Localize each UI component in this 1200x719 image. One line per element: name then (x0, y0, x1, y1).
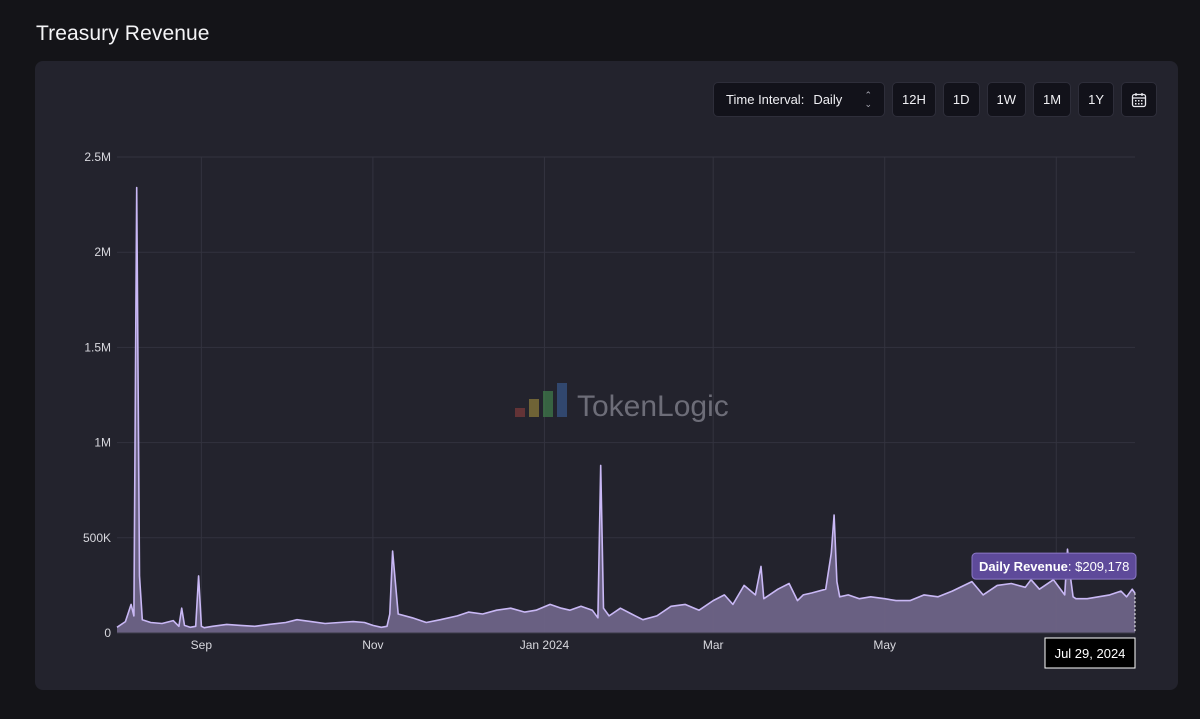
watermark: TokenLogic (515, 383, 729, 423)
tooltip-text: Daily Revenue: $209,178 (979, 559, 1129, 574)
y-tick-label: 2M (94, 245, 111, 259)
tooltip-date-box (1044, 637, 1136, 669)
chevron-up-down-icon: ⌃ ⌄ (864, 90, 873, 109)
tooltip-value: $209,178 (1075, 559, 1129, 574)
y-tick-label: 1M (94, 436, 111, 450)
revenue-line (116, 186, 1136, 629)
x-tick-label: Nov (362, 638, 383, 652)
calendar-button[interactable] (1121, 82, 1157, 117)
watermark-text: TokenLogic (577, 390, 729, 423)
y-tick-label: 0 (104, 626, 111, 640)
y-tick-label: 500K (83, 531, 111, 545)
chart-toolbar: Time Interval: Daily ⌃ ⌄ 12H 1D 1W 1M 1Y (713, 82, 1157, 117)
page-title: Treasury Revenue (36, 22, 210, 45)
x-tick-label: May (873, 638, 896, 652)
y-tick-label: 2.5M (84, 150, 111, 164)
time-interval-value: Daily (813, 92, 843, 107)
bar-logo-icon (515, 383, 567, 417)
x-tick-label: Mar (703, 638, 724, 652)
tooltip-date: Jul 29, 2024 (1055, 646, 1126, 661)
range-button-1m[interactable]: 1M (1033, 82, 1072, 117)
revenue-chart[interactable]: TokenLogic 0 500K 1M 1.5M 2M 2.5M Sep Nov Jan 20… (35, 61, 1178, 690)
calendar-icon (1131, 92, 1147, 107)
x-tick-label: Jan 2024 (520, 638, 570, 652)
range-button-12h[interactable]: 12H (892, 82, 936, 117)
time-interval-select[interactable]: Time Interval: Daily ⌃ ⌄ (713, 82, 886, 117)
tooltip-series-label: Daily Revenue (979, 559, 1068, 574)
tooltip-box (971, 552, 1137, 580)
chart-panel: Time Interval: Daily ⌃ ⌄ 12H 1D 1W 1M 1Y (35, 61, 1178, 690)
revenue-area (117, 187, 1135, 633)
time-interval-label: Time Interval: (726, 92, 805, 107)
range-button-1d[interactable]: 1D (942, 82, 980, 117)
y-tick-label: 1.5M (84, 340, 111, 354)
range-button-1w[interactable]: 1W (986, 82, 1027, 117)
tooltip: Daily Revenue: $209,178 Jul 29, 2024 (971, 552, 1137, 669)
range-button-1y[interactable]: 1Y (1078, 82, 1114, 117)
x-tick-label: Sep (191, 638, 213, 652)
